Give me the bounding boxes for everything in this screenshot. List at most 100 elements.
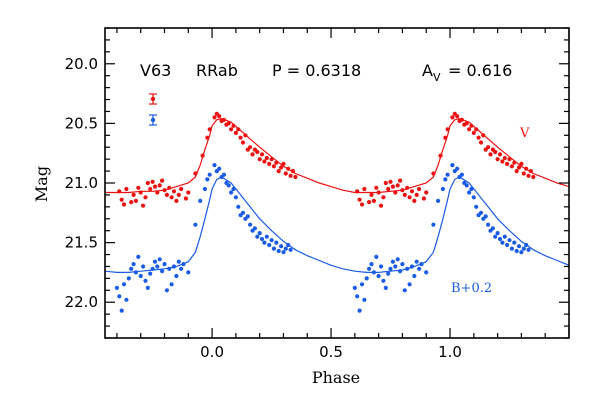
data-point-v xyxy=(390,184,395,189)
data-point-b xyxy=(507,238,512,243)
data-point-v xyxy=(207,127,212,132)
data-point-b xyxy=(276,248,281,254)
data-point-v xyxy=(355,189,360,194)
data-point-v xyxy=(133,198,138,203)
data-point-v xyxy=(217,114,222,119)
data-point-v xyxy=(288,173,293,178)
y-tick-label: 20.5 xyxy=(65,114,98,132)
data-point-v xyxy=(500,159,505,164)
data-point-b xyxy=(212,163,217,168)
data-point-v xyxy=(424,190,429,195)
data-point-b xyxy=(259,236,265,242)
data-point-b xyxy=(143,278,148,283)
data-point-b xyxy=(236,204,241,209)
data-point-v xyxy=(445,127,450,132)
data-point-v xyxy=(179,186,184,192)
data-point-b xyxy=(424,270,429,275)
data-point-v xyxy=(240,140,246,145)
data-point-b xyxy=(464,183,469,188)
data-point-b xyxy=(145,285,150,290)
data-point-b xyxy=(478,210,484,215)
data-point-b xyxy=(509,246,514,251)
data-point-b xyxy=(240,210,246,215)
data-point-b xyxy=(526,247,531,252)
data-point-v xyxy=(359,202,365,207)
data-point-v xyxy=(443,135,448,140)
data-point-v xyxy=(357,197,362,202)
data-point-b xyxy=(119,308,124,313)
data-point-b xyxy=(398,269,403,274)
data-point-v xyxy=(271,164,276,169)
data-point-b xyxy=(369,262,374,267)
data-point-b xyxy=(359,282,365,287)
data-point-b xyxy=(388,266,393,271)
data-point-v xyxy=(481,133,486,138)
data-point-v xyxy=(160,178,165,183)
data-point-v xyxy=(405,185,410,190)
data-point-v xyxy=(467,127,472,132)
data-point-b xyxy=(402,288,407,293)
data-point-b xyxy=(459,172,464,177)
data-point-b xyxy=(174,273,179,279)
data-point-v xyxy=(524,166,529,171)
data-point-v xyxy=(512,160,517,165)
data-point-v xyxy=(200,153,205,158)
data-point-b xyxy=(395,257,400,262)
data-point-b xyxy=(274,240,279,245)
data-point-v xyxy=(257,157,262,162)
data-point-b xyxy=(400,262,405,267)
data-point-v xyxy=(150,179,155,184)
data-point-v xyxy=(407,195,412,200)
data-point-b xyxy=(226,183,231,188)
data-point-b xyxy=(393,264,398,269)
title-star: V63 xyxy=(140,61,171,80)
data-point-v xyxy=(455,114,460,119)
data-point-b xyxy=(193,222,198,227)
data-point-b xyxy=(205,177,210,182)
data-point-b xyxy=(229,190,234,195)
data-point-v xyxy=(386,186,391,192)
data-point-v xyxy=(279,165,284,170)
data-point-b xyxy=(252,226,257,231)
data-point-b xyxy=(198,198,203,203)
fit-curve-b xyxy=(105,176,569,273)
data-point-b xyxy=(164,288,169,293)
data-point-v xyxy=(507,157,512,162)
data-point-v xyxy=(255,149,260,155)
data-point-v xyxy=(378,203,384,208)
data-point-v xyxy=(486,145,491,150)
data-point-v xyxy=(374,185,379,190)
data-point-v xyxy=(174,198,179,203)
data-point-v xyxy=(157,183,162,188)
data-point-v xyxy=(516,165,522,170)
data-point-b xyxy=(521,246,526,251)
data-point-v xyxy=(369,192,374,197)
data-point-v xyxy=(145,180,150,186)
data-point-b xyxy=(181,262,186,267)
data-point-v xyxy=(148,186,153,192)
data-point-v xyxy=(367,200,372,205)
data-point-v xyxy=(502,155,507,161)
data-point-v xyxy=(143,195,148,200)
data-point-b xyxy=(150,266,155,271)
data-point-v xyxy=(186,190,191,195)
data-point-b xyxy=(231,186,236,192)
title-amplitude-symbol: A xyxy=(422,61,433,80)
x-tick-label: 1.0 xyxy=(438,343,462,361)
data-point-v xyxy=(231,123,236,128)
data-point-b xyxy=(171,264,177,269)
x-tick-label: 0.0 xyxy=(200,343,224,361)
data-point-b xyxy=(376,273,381,279)
data-point-v xyxy=(476,135,481,140)
data-point-b xyxy=(412,273,417,279)
data-point-v xyxy=(474,127,479,132)
data-point-v xyxy=(412,198,417,203)
y-tick-label: 21.5 xyxy=(65,234,98,252)
data-point-b xyxy=(497,236,503,242)
data-point-v xyxy=(212,115,217,120)
data-point-v xyxy=(290,169,296,174)
data-point-v xyxy=(176,192,181,197)
data-point-b xyxy=(160,269,165,274)
data-point-v xyxy=(136,185,141,190)
data-point-b xyxy=(202,186,207,192)
